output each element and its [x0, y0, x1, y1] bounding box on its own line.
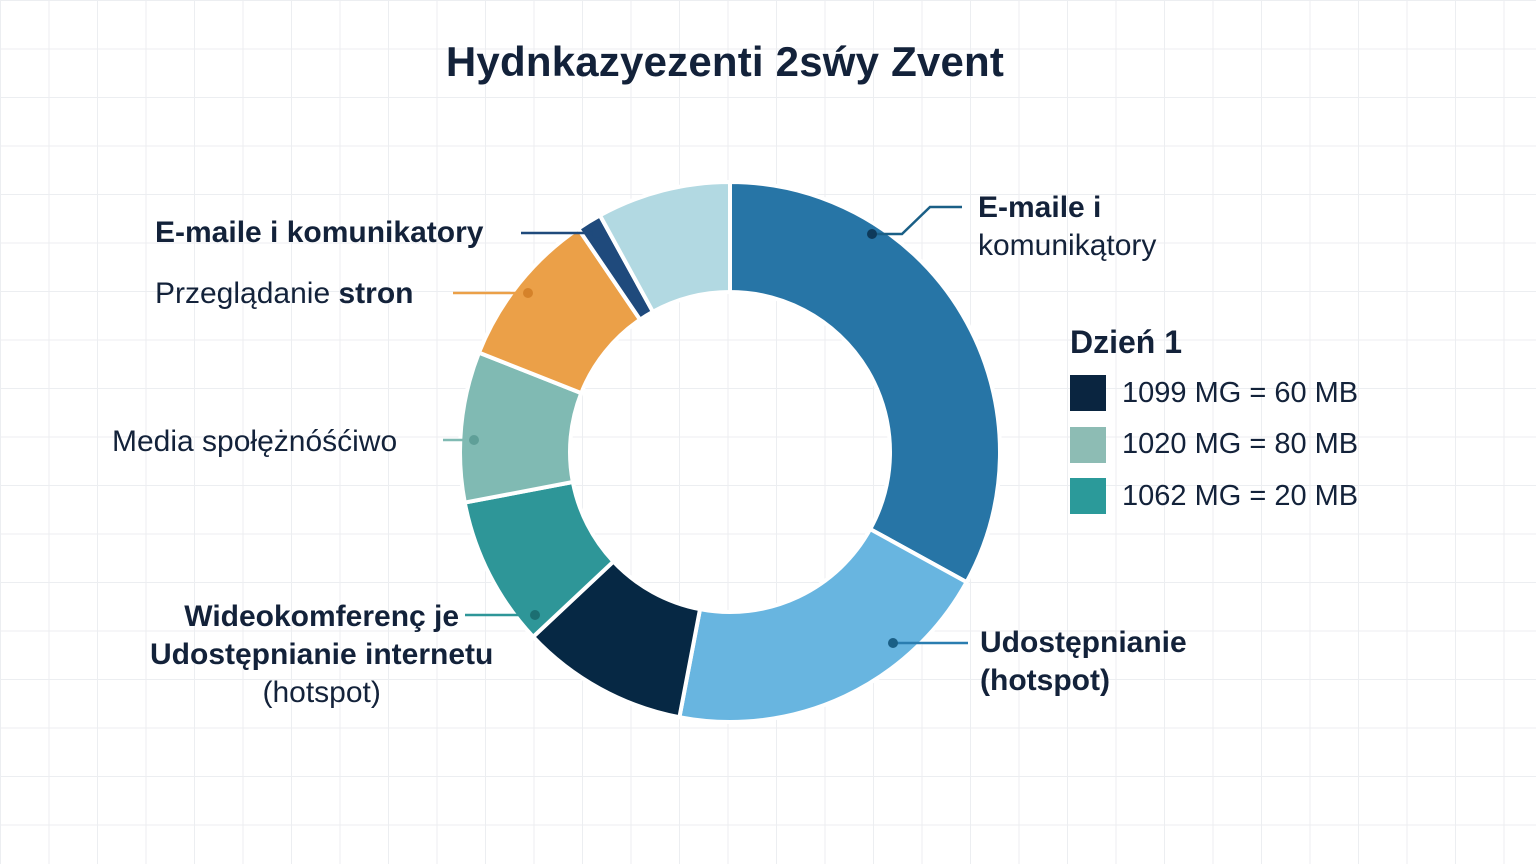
label-przegladanie-bold: stron [338, 277, 414, 310]
leader-dot-emaile-left [592, 228, 602, 238]
donut-slice-0 [728, 180, 1002, 585]
label-udost-right-line2: (hotspot) [980, 664, 1110, 697]
donut-slice-1 [677, 527, 969, 724]
legend-swatch [1070, 478, 1106, 514]
label-emaile-left: E-maile i komunikatory [155, 216, 484, 249]
label-wideo-line1: Wideokomferenç je [184, 600, 460, 633]
donut-slices [458, 180, 1002, 724]
label-emaile-right: E-maile i komunikątory [978, 189, 1156, 265]
legend-swatch [1070, 375, 1106, 411]
legend-item: 1062 MG = 20 MB [1070, 478, 1358, 514]
label-emaile-right-line2: komunikątory [978, 229, 1157, 262]
label-emaile-right-line1: E-maile i [978, 191, 1102, 224]
label-udost-right-line1: Udostępnianie [980, 626, 1187, 659]
legend-swatch [1070, 426, 1106, 463]
legend-text: 1099 MG = 60 MB [1122, 376, 1359, 409]
leader-dot-wideo [530, 610, 540, 620]
legend-item: 1099 MG = 60 MB [1070, 375, 1358, 411]
label-przegladanie-regular: Przeglądanie [155, 277, 339, 310]
leader-dot-udost-right [888, 638, 898, 648]
legend-text: 1020 MG = 80 MB [1122, 428, 1359, 460]
label-przegladanie: Przeglądanie stron [155, 275, 413, 313]
legend-text: 1062 MG = 20 MB [1122, 479, 1359, 512]
leader-dot-emaile-right [867, 229, 877, 239]
label-media: Media społężnóśćiwo [112, 425, 398, 458]
leader-emaile-right [872, 205, 962, 236]
leader-lines [443, 205, 968, 648]
label-udost-right: Udostępnianie (hotspot) [980, 624, 1187, 700]
legend: Dzień 1 1099 MG = 60 MB 1020 MG = 80 MB … [1070, 324, 1358, 530]
chart-title: Hydnkazyezenti 2sẃy Zvent [445, 38, 1005, 85]
legend-title: Dzień 1 [1070, 324, 1183, 360]
leader-dot-media [469, 435, 479, 445]
label-wideo-line3: (hotspot) [262, 676, 381, 709]
label-wideo: Wideokomferenç je Udostępnianie internet… [150, 598, 493, 712]
legend-item: 1020 MG = 80 MB [1070, 426, 1359, 463]
leader-dot-przegladanie [523, 288, 533, 298]
donut-slice-7 [597, 180, 732, 314]
label-wideo-line2: Udostępnianie internetu [150, 638, 494, 671]
